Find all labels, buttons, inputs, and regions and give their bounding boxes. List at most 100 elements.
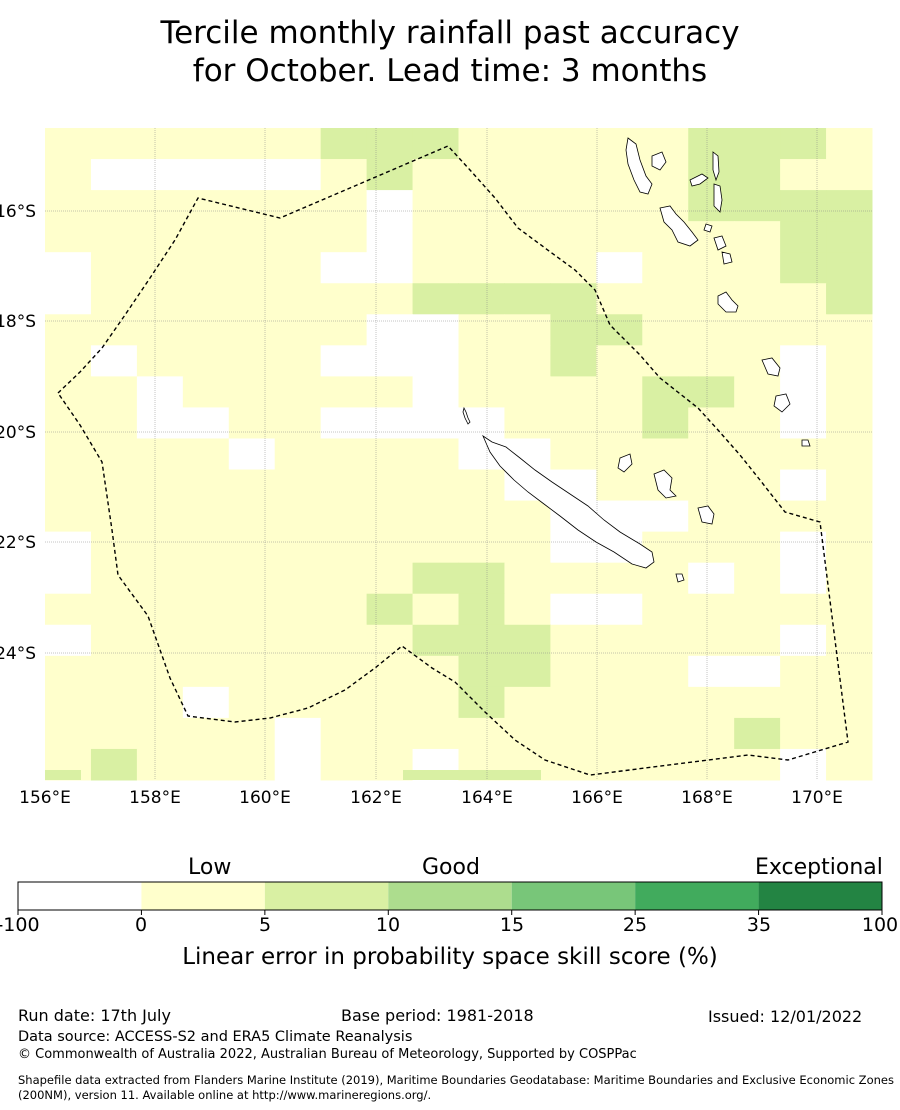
skill-cell (320, 469, 368, 502)
longitude-label: 158°E (129, 788, 181, 808)
skill-cell (45, 562, 92, 595)
skill-cell (780, 593, 827, 626)
skill-cell (550, 717, 597, 750)
colorbar-segment (141, 882, 265, 910)
coastline-chesterfield (462, 406, 471, 425)
skill-cell (136, 128, 184, 160)
coastline-vanuatu-8 (713, 235, 727, 251)
skill-cell (274, 128, 322, 160)
skill-cell (320, 159, 368, 191)
skill-cell (320, 190, 368, 222)
skill-cell (688, 128, 735, 160)
skill-cell (826, 128, 873, 160)
skill-cell (688, 624, 735, 657)
skill-cell (780, 500, 827, 533)
skill-cell (688, 314, 735, 346)
skill-cell (228, 655, 276, 688)
skill-cell (136, 500, 184, 533)
skill-cell (90, 593, 138, 626)
skill-cell (458, 190, 505, 222)
skill-cell (826, 717, 873, 750)
skill-cell (688, 345, 735, 377)
colorbar-tick: 35 (746, 914, 772, 936)
colorbar-frame (17, 881, 883, 911)
skill-cell (403, 770, 541, 780)
skill-cell (274, 376, 322, 408)
skill-cell (412, 593, 459, 626)
skill-cell (45, 438, 92, 471)
skill-cell (458, 221, 505, 253)
skill-cell (182, 748, 230, 781)
coastline-small-island (801, 439, 811, 447)
skill-cell (182, 469, 230, 502)
skill-cell (550, 593, 597, 626)
skill-cell (136, 717, 184, 750)
skill-cell (90, 221, 138, 253)
skill-cell (366, 159, 414, 191)
skill-cell (412, 686, 459, 719)
skill-cell (642, 748, 689, 781)
skill-cell (734, 686, 781, 719)
skill-cell (458, 624, 505, 657)
skill-cell (596, 686, 643, 719)
skill-cell (412, 314, 459, 346)
longitude-label: 162°E (350, 788, 402, 808)
skill-cell (504, 531, 551, 564)
skill-cell (550, 221, 597, 253)
skill-cell (688, 531, 735, 564)
latitude-label: 18°S (0, 312, 36, 332)
skill-cell (320, 748, 368, 781)
skill-cell (136, 469, 184, 502)
skill-cell (688, 655, 735, 688)
skill-cell (688, 190, 735, 222)
skill-cell (45, 190, 92, 222)
skill-cell (734, 376, 781, 408)
skill-cell (366, 686, 414, 719)
skill-cell (228, 376, 276, 408)
skill-cell (458, 531, 505, 564)
skill-cell (550, 748, 597, 781)
colorbar-segment (635, 882, 759, 910)
skill-cell (90, 159, 138, 191)
skill-cell (734, 252, 781, 284)
skill-cell (45, 624, 92, 657)
skill-cell (642, 500, 689, 533)
skill-cell (136, 376, 184, 408)
skill-cell (504, 221, 551, 253)
skill-cell (688, 748, 735, 781)
skill-cell (550, 686, 597, 719)
skill-cell (274, 593, 322, 626)
skill-cell (182, 531, 230, 564)
skill-cell (550, 407, 597, 439)
skill-cell (596, 469, 643, 502)
skill-cell (734, 717, 781, 750)
skill-cell (826, 469, 873, 502)
longitude-label: 166°E (571, 788, 623, 808)
skill-cell (596, 407, 643, 439)
skill-cell (274, 345, 322, 377)
skill-cell (734, 221, 781, 253)
skill-cell (596, 376, 643, 408)
skill-cell (228, 345, 276, 377)
skill-cell (136, 345, 184, 377)
skill-cell (45, 221, 92, 253)
skill-cell (504, 314, 551, 346)
skill-cell (596, 655, 643, 688)
skill-cell (366, 190, 414, 222)
skill-cell (136, 438, 184, 471)
skill-cell (182, 717, 230, 750)
skill-cell (688, 159, 735, 191)
skill-cell (826, 159, 873, 191)
skill-cell (504, 593, 551, 626)
skill-cell (550, 159, 597, 191)
skill-cell (45, 531, 92, 564)
coastline-vanuatu-7 (703, 223, 713, 233)
skill-cell (228, 500, 276, 533)
skill-cell (45, 159, 92, 191)
coastline-vanuatu-4 (689, 173, 709, 187)
longitude-label: 168°E (681, 788, 733, 808)
skill-cell (274, 283, 322, 315)
skill-cell (642, 655, 689, 688)
colorbar-tick: 25 (622, 914, 648, 936)
skill-cell (504, 717, 551, 750)
